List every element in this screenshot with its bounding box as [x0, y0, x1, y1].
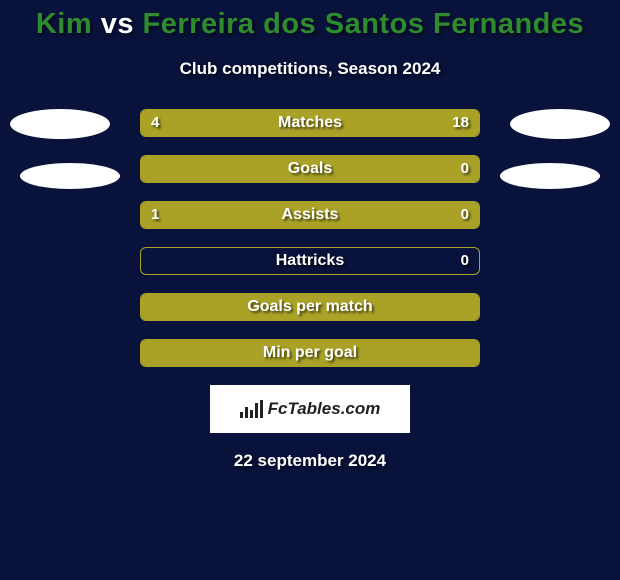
subtitle: Club competitions, Season 2024 [0, 59, 620, 79]
bar-right-value: 18 [452, 110, 469, 136]
date-text: 22 september 2024 [0, 451, 620, 471]
comparison-card: Kim vs Ferreira dos Santos Fernandes Clu… [0, 0, 620, 580]
stat-row: Min per goal [140, 339, 480, 367]
logo-text: FcTables.com [268, 399, 381, 419]
stat-row: Goals0 [140, 155, 480, 183]
bar-right-value: 0 [461, 202, 469, 228]
bar-right-value: 0 [461, 156, 469, 182]
fctables-logo: FcTables.com [210, 385, 410, 433]
stat-row: Assists1 0 [140, 201, 480, 229]
bar-left-value: 1 [151, 202, 159, 228]
bar-label: Matches [141, 110, 479, 136]
stat-row: Matches4 18 [140, 109, 480, 137]
bar-label: Min per goal [141, 340, 479, 366]
player2-portrait-2 [500, 163, 600, 189]
bar-label: Goals [141, 156, 479, 182]
player1-portrait-2 [20, 163, 120, 189]
vs-text: vs [101, 8, 134, 40]
bar-right-value: 0 [461, 248, 469, 274]
stats-area: Matches418Goals0Assists10Hattricks0Goals… [0, 109, 620, 367]
logo-bars-icon [240, 400, 263, 418]
bar-label: Assists [141, 202, 479, 228]
player1-name: Kim [36, 8, 92, 40]
page-title: Kim vs Ferreira dos Santos Fernandes [0, 0, 620, 41]
stat-row: Goals per match [140, 293, 480, 321]
player2-name: Ferreira dos Santos Fernandes [143, 8, 585, 40]
stat-bars: Matches418Goals0Assists10Hattricks0Goals… [140, 109, 480, 367]
bar-label: Goals per match [141, 294, 479, 320]
player1-portrait [10, 109, 110, 139]
bar-left-value: 4 [151, 110, 159, 136]
stat-row: Hattricks0 [140, 247, 480, 275]
player2-portrait [510, 109, 610, 139]
bar-label: Hattricks [141, 248, 479, 274]
